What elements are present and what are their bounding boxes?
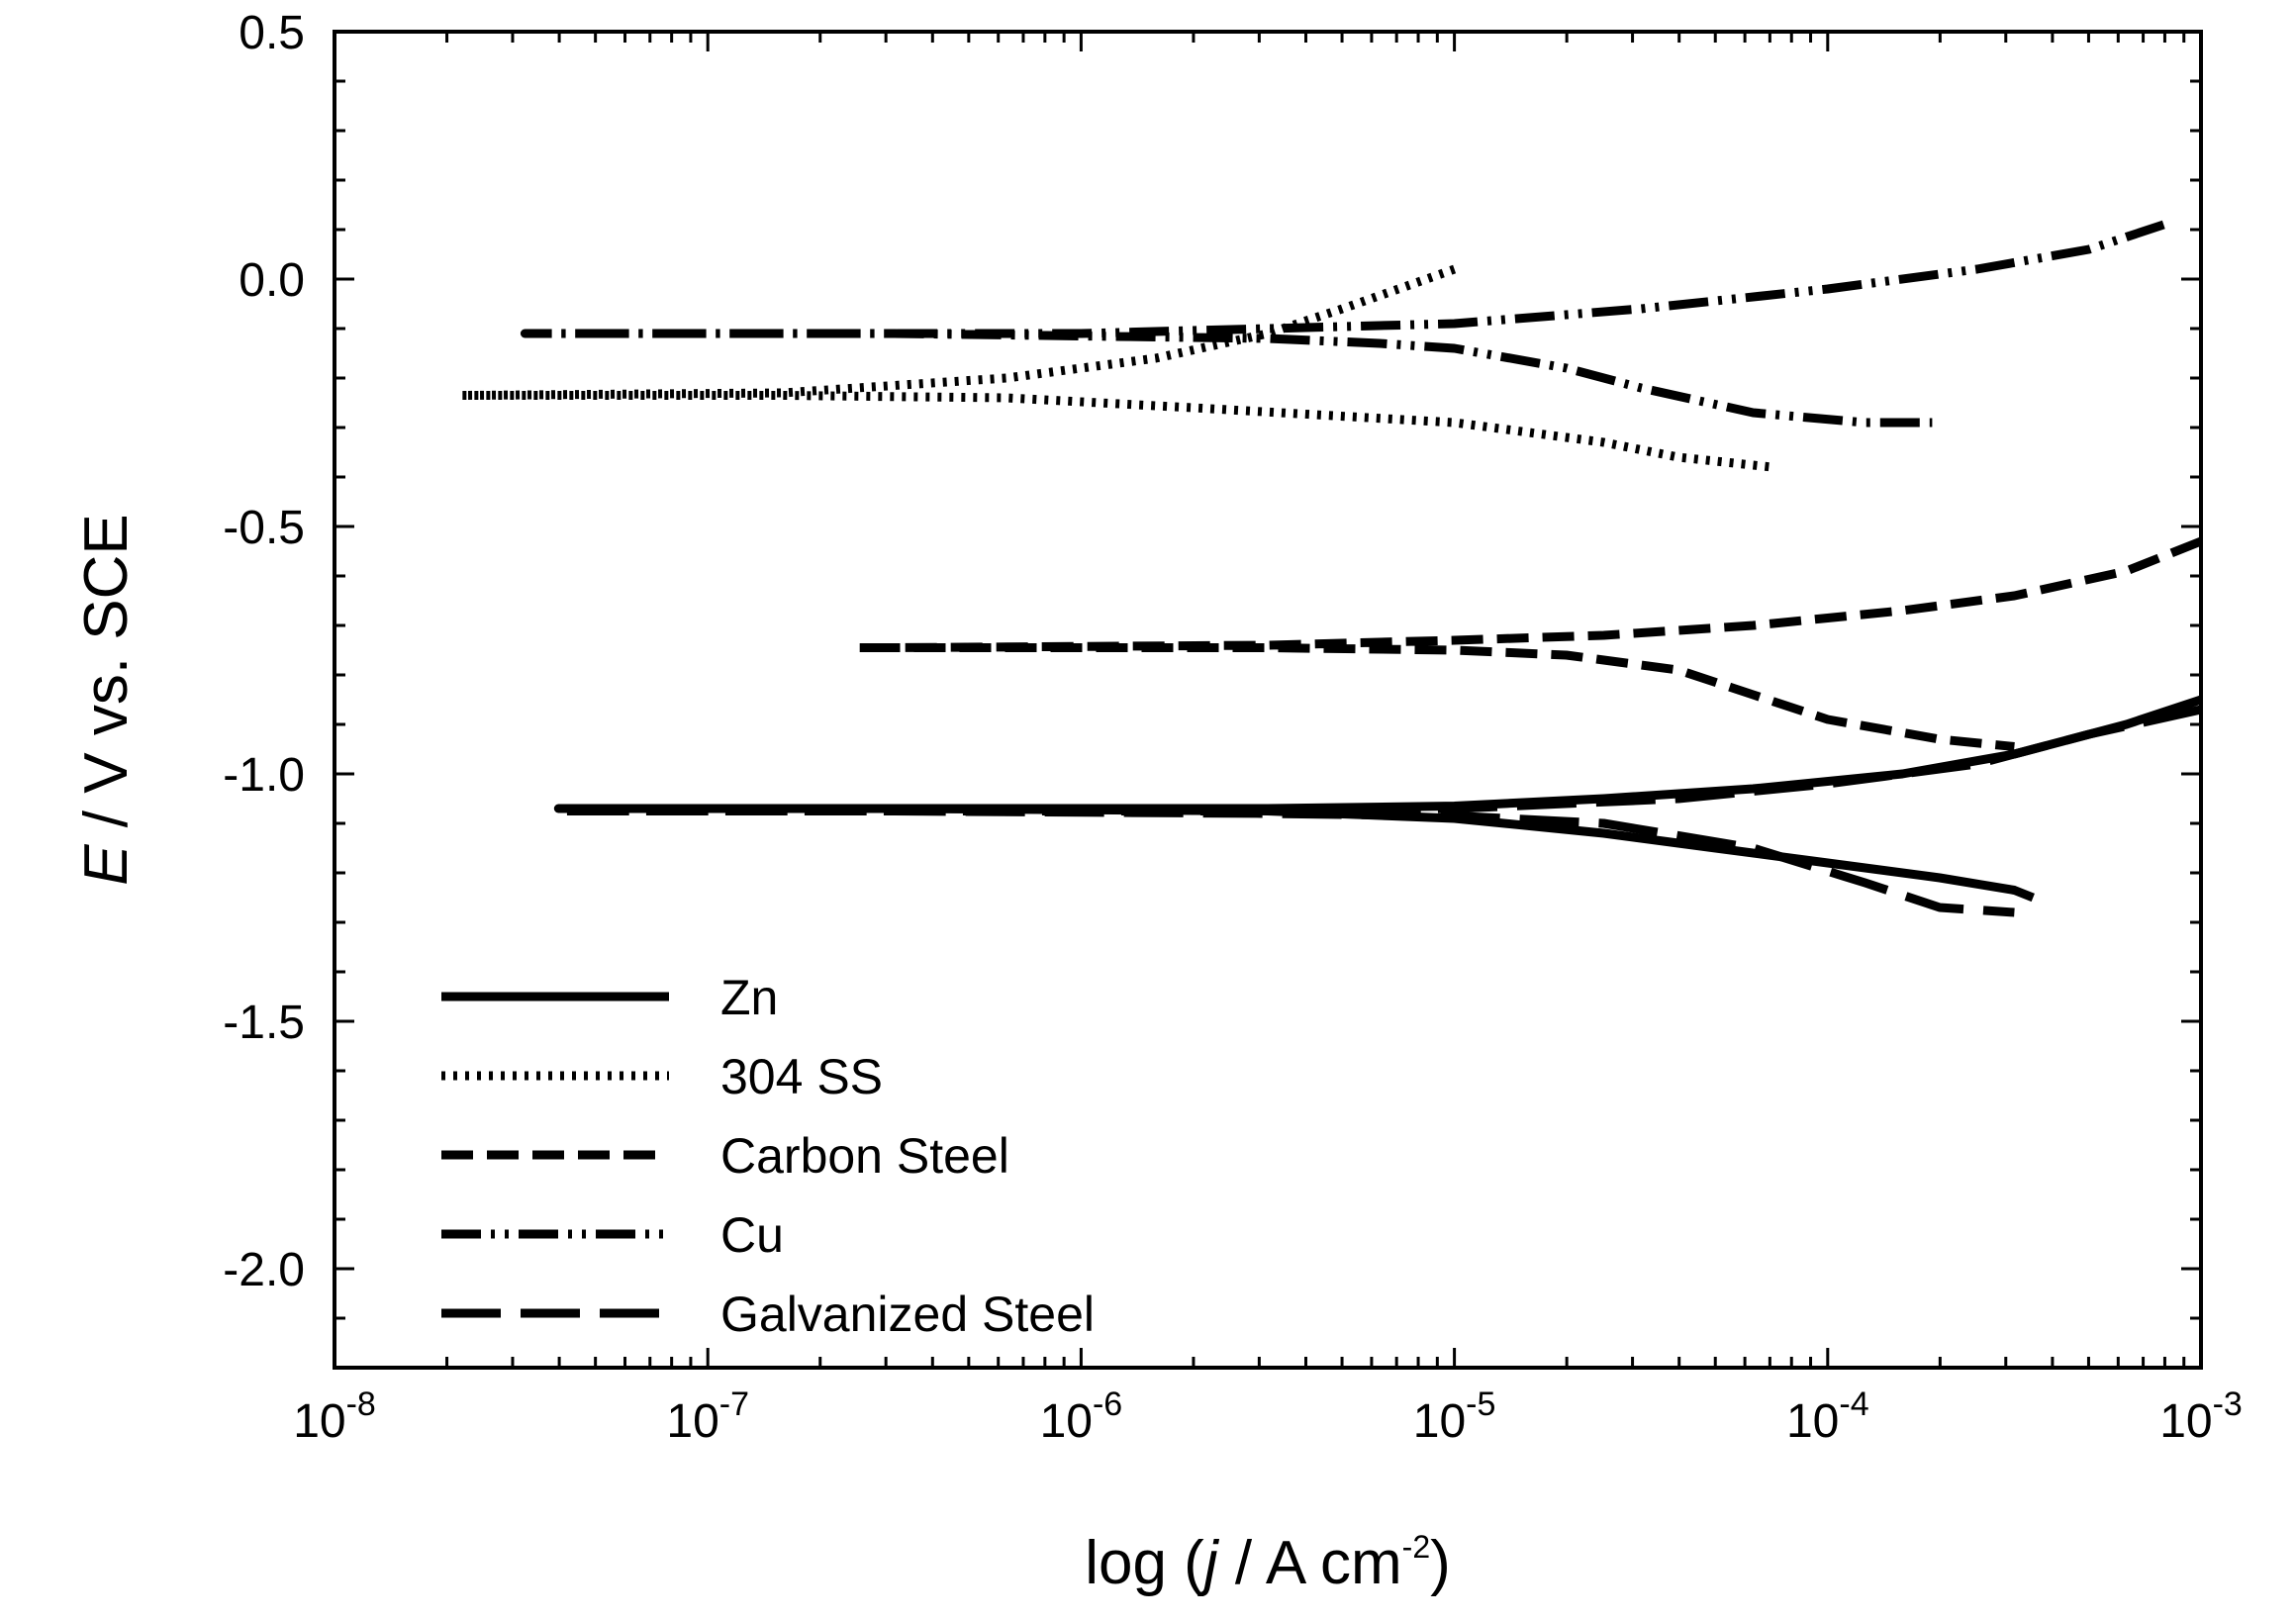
series-line-carbon-steel — [852, 536, 2203, 751]
y-tick-label: 0.0 — [239, 254, 305, 307]
legend: Zn 304 SS Carbon Steel Cu Galvanized Steel — [441, 970, 1095, 1342]
x-tick-label: 10-4 — [1786, 1385, 1869, 1448]
x-axis-label: log (j / A cm-2) — [1085, 1529, 1451, 1597]
series-line-cu — [520, 220, 2165, 428]
plot-frame — [333, 30, 2203, 1370]
y-axis-label: E / V vs. SCE — [72, 514, 141, 886]
y-tick-label: -0.5 — [223, 502, 305, 554]
legend-label-zn: Zn — [720, 970, 778, 1025]
legend-label-cu: Cu — [720, 1207, 784, 1263]
legend-label-304-ss: 304 SS — [720, 1049, 883, 1104]
data-curves — [456, 220, 2203, 917]
y-tick-label: 0.5 — [239, 7, 305, 59]
y-tick-label: -1.0 — [223, 749, 305, 802]
axis-ticks — [333, 30, 2203, 1370]
x-tick-label: 10-6 — [1040, 1385, 1123, 1448]
y-tick-labels: 0.5 0.0 -0.5 -1.0 -1.5 -2.0 — [223, 7, 305, 1296]
series-line-zn — [553, 695, 2203, 903]
x-tick-label: 10-7 — [666, 1385, 749, 1448]
y-tick-label: -2.0 — [223, 1244, 305, 1296]
x-tick-label: 10-5 — [1413, 1385, 1496, 1448]
series-line-304-ss — [456, 264, 1772, 472]
y-tick-label: -1.5 — [223, 997, 305, 1049]
series-line-galvanized-steel — [553, 705, 2202, 917]
legend-label-carbon-steel: Carbon Steel — [720, 1128, 1009, 1184]
legend-label-galvanized-steel: Galvanized Steel — [720, 1287, 1095, 1342]
x-tick-label: 10-8 — [293, 1385, 376, 1448]
x-tick-labels: 10-8 10-7 10-6 10-5 10-4 10-3 — [293, 1385, 2243, 1448]
x-tick-label: 10-3 — [2159, 1385, 2243, 1448]
